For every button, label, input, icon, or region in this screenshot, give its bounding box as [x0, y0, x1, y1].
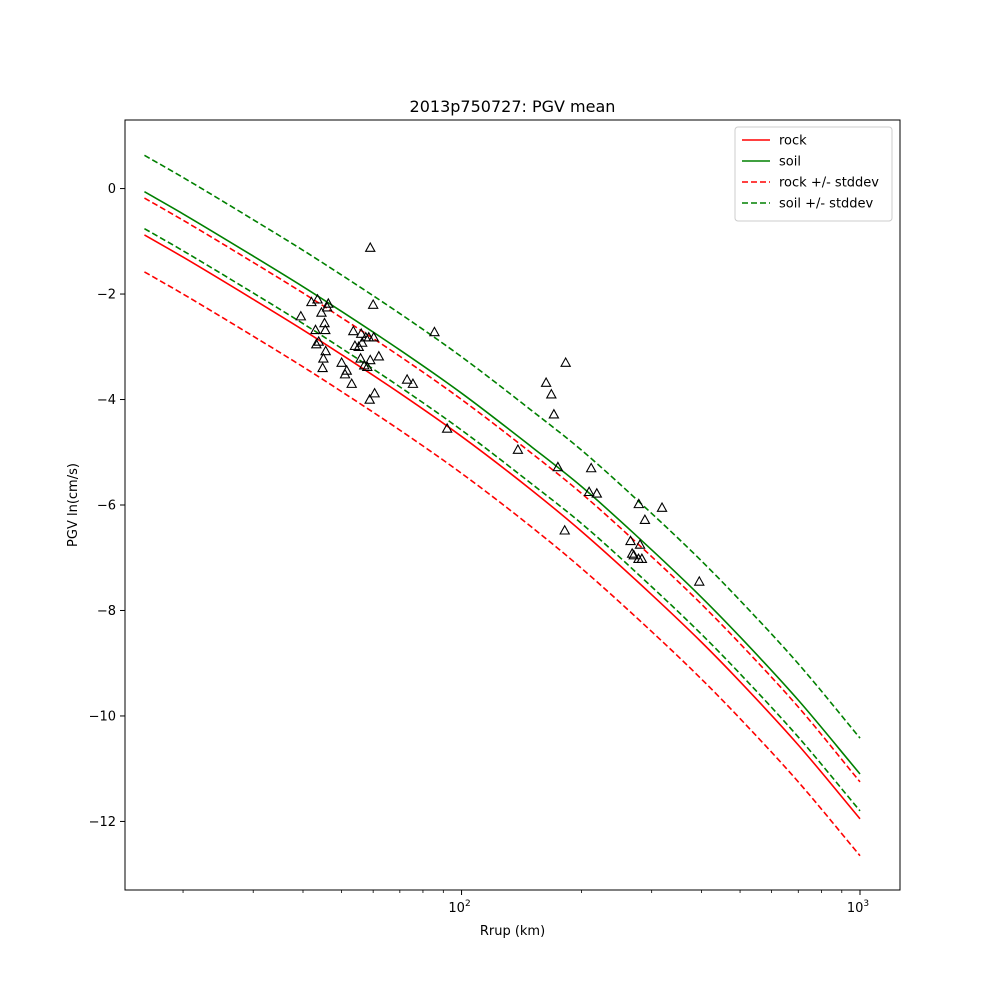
y-tick-label: −4 — [97, 393, 116, 408]
observation-marker — [356, 336, 368, 347]
observation-marker — [309, 324, 322, 335]
observation-marker — [320, 345, 332, 356]
observation-marker — [355, 327, 367, 338]
observation-marker — [626, 547, 638, 558]
x-tick-label: 102 — [448, 899, 470, 916]
observation-marker — [585, 462, 597, 473]
observation-marker — [624, 535, 637, 546]
observation-marker — [313, 335, 325, 346]
x-axis-title: Rrup (km) — [480, 924, 545, 939]
observation-marker — [347, 325, 359, 336]
observation-marker — [560, 356, 572, 367]
observation-marker — [373, 350, 385, 361]
chart-title: 2013p750727: PGV mean — [410, 97, 616, 116]
y-tick-label: −8 — [97, 604, 116, 619]
observation-marker — [512, 443, 524, 454]
observation-marker — [591, 487, 603, 498]
y-tick-label: −2 — [97, 288, 116, 303]
observation-marker — [628, 549, 640, 560]
observation-marker — [341, 364, 353, 375]
observation-marker — [634, 538, 646, 549]
observation-marker — [361, 361, 373, 372]
series-line-rock-stddev-2 — [144, 197, 861, 783]
observation-marker — [346, 377, 358, 388]
observation-marker — [295, 310, 307, 321]
observation-marker — [311, 293, 324, 304]
legend-label: rock — [779, 134, 807, 149]
y-tick-label: −12 — [89, 815, 116, 830]
observation-marker — [583, 486, 595, 497]
observation-marker — [559, 524, 571, 535]
y-axis: 0 −2 −4 −6 −8 −10 −12 — [89, 182, 125, 830]
observation-marker — [369, 387, 381, 398]
observation-marker — [441, 422, 453, 433]
observation-marker — [318, 317, 331, 328]
observation-marker — [322, 297, 334, 308]
observation-marker — [636, 553, 648, 564]
series-line-rock-0 — [144, 234, 861, 820]
observation-marker — [317, 362, 329, 373]
observation-marker — [548, 408, 560, 419]
observation-marker — [336, 356, 348, 367]
y-axis-title: PGV ln(cm/s) — [66, 463, 81, 547]
observation-marker — [693, 575, 705, 586]
observation-marker — [633, 498, 645, 509]
series-line-stddev-3 — [144, 271, 861, 857]
observation-marker — [656, 501, 668, 512]
observation-marker — [364, 393, 376, 404]
y-tick-label: 0 — [108, 182, 116, 197]
observation-marker — [315, 306, 327, 317]
x-axis: 102 103 — [182, 890, 869, 916]
observation-marker — [545, 388, 557, 399]
legend-label: rock +/- stddev — [779, 176, 879, 191]
observation-marker — [364, 354, 376, 365]
series-line-soil-stddev-4 — [144, 154, 861, 739]
legend-label: soil — [779, 155, 801, 170]
observation-marker — [428, 326, 440, 337]
observation-marker — [368, 331, 380, 342]
series-line-soil-1 — [144, 191, 861, 775]
observation-marker — [407, 377, 419, 388]
y-tick-label: −6 — [97, 499, 116, 514]
observation-marker — [639, 514, 651, 524]
observation-marker — [367, 298, 379, 309]
observation-marker — [310, 338, 322, 349]
y-tick-label: −10 — [89, 709, 116, 724]
observation-marker — [355, 352, 367, 363]
series-line-stddev-5 — [144, 227, 861, 812]
legend-label: soil +/- stddev — [779, 197, 874, 212]
observation-marker — [358, 359, 370, 370]
observation-marker — [540, 376, 552, 387]
x-tick-label: 103 — [847, 899, 869, 916]
observation-marker — [552, 461, 564, 472]
observation-marker — [364, 241, 376, 252]
legend: rock soil rock +/- stddev soil +/- stddev — [734, 126, 893, 222]
observation-marker — [319, 324, 331, 335]
plot-area-frame — [124, 119, 901, 891]
legend-box — [734, 126, 893, 222]
observation-marker — [317, 352, 329, 363]
observation-marker — [401, 373, 413, 384]
